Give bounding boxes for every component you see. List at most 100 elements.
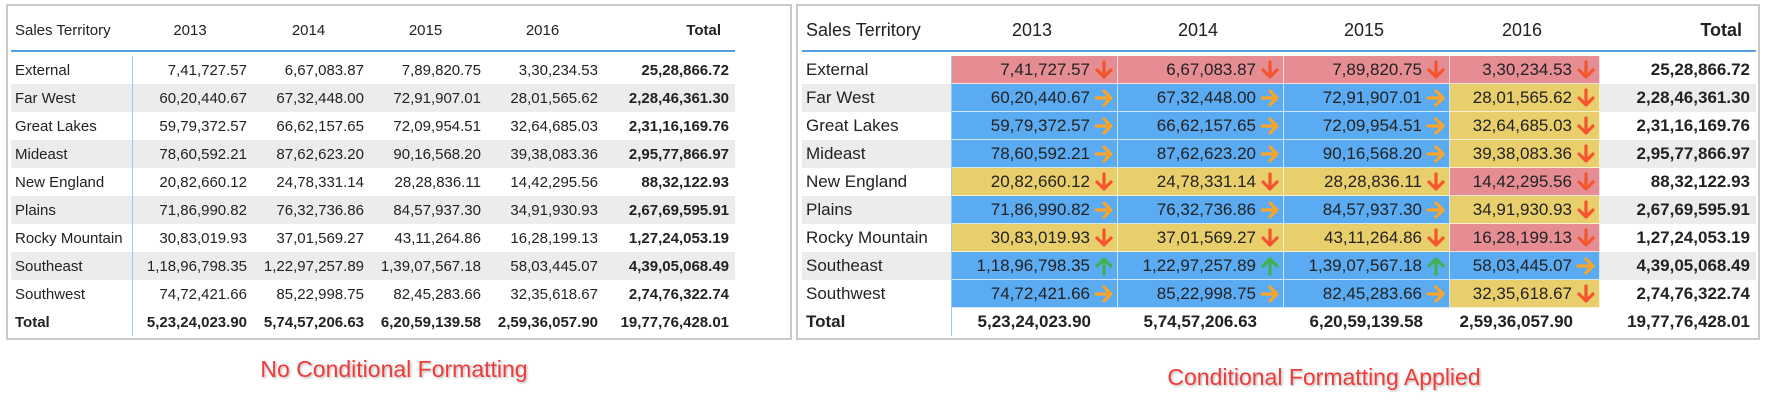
row-total: 25,28,866.72 bbox=[1600, 56, 1756, 84]
territory-label: External bbox=[802, 56, 952, 84]
value-text: 67,32,448.00 bbox=[1156, 87, 1256, 107]
trend-icon bbox=[1261, 256, 1279, 276]
value-text: 14,42,295.56 bbox=[1472, 171, 1572, 191]
trend-icon bbox=[1094, 284, 1113, 303]
value-cell: 14,42,295.56 bbox=[1450, 168, 1600, 196]
trend-icon bbox=[1260, 116, 1279, 135]
value-cell: 39,38,083.36 bbox=[1450, 140, 1600, 168]
value-cell: 24,78,331.14 bbox=[1118, 168, 1284, 196]
value-cell: 58,03,445.07 bbox=[487, 252, 604, 280]
value-text: 76,32,736.86 bbox=[1156, 199, 1256, 219]
matrix: Sales Territory 2013 2014 2015 2016 Total Exte… bbox=[802, 10, 1756, 336]
value-cell: 37,01,569.27 bbox=[1118, 224, 1284, 252]
value-text: 28,28,836.11 bbox=[394, 173, 481, 191]
header-row: Sales Territory 2013 2014 2015 2016 Total bbox=[11, 10, 735, 52]
value-text: 7,89,820.75 bbox=[1332, 59, 1422, 79]
row-total: 2,28,46,361.30 bbox=[604, 84, 735, 112]
value-text: 1,18,96,798.35 bbox=[146, 257, 247, 275]
trend-icon bbox=[1095, 59, 1113, 79]
trend-icon bbox=[1095, 171, 1113, 191]
value-text: 72,91,907.01 bbox=[1322, 87, 1422, 107]
trend-icon bbox=[1577, 143, 1595, 163]
data-row: Southwest 74,72,421.66 85,22,998.75 82,45,2… bbox=[11, 280, 735, 308]
territory-label: Southwest bbox=[802, 280, 952, 308]
row-total: 2,67,69,595.91 bbox=[1600, 196, 1756, 224]
value-text: 7,89,820.75 bbox=[401, 61, 481, 79]
column-header: 2014 bbox=[291, 21, 326, 39]
value-text: 6,67,083.87 bbox=[284, 61, 364, 79]
trend-icon bbox=[1577, 59, 1595, 79]
value-cell: 82,45,283.66 bbox=[1284, 280, 1450, 308]
value-text: 82,45,283.66 bbox=[393, 285, 481, 303]
value-cell: 28,01,565.62 bbox=[487, 84, 604, 112]
row-total: 2,74,76,322.74 bbox=[604, 280, 735, 308]
value-text: 1,39,07,567.18 bbox=[1308, 255, 1422, 275]
value-cell: 3,30,234.53 bbox=[487, 56, 604, 84]
value-cell: 14,42,295.56 bbox=[487, 168, 604, 196]
value-text: 67,32,448.00 bbox=[276, 89, 364, 107]
value-cell: 7,41,727.57 bbox=[952, 56, 1118, 84]
trend-icon bbox=[1577, 283, 1595, 303]
value-cell: 28,01,565.62 bbox=[1450, 84, 1600, 112]
value-text: 90,16,568.20 bbox=[1322, 143, 1422, 163]
value-text: 32,64,685.03 bbox=[510, 117, 598, 135]
column-header: Total bbox=[686, 21, 721, 39]
row-total: 4,39,05,068.49 bbox=[1600, 252, 1756, 280]
data-row: Mideast 78,60,592.21 87,62,623.20 90,16,568… bbox=[802, 140, 1756, 168]
trend-icon bbox=[1426, 88, 1445, 107]
row-total: 2,28,46,361.30 bbox=[1600, 84, 1756, 112]
caption: Conditional Formatting Applied bbox=[1167, 364, 1481, 390]
column-total: 5,74,57,206.63 bbox=[263, 313, 364, 331]
trend-icon bbox=[1426, 284, 1445, 303]
row-total: 2,95,77,866.97 bbox=[1600, 140, 1756, 168]
value-text: 39,38,083.36 bbox=[1472, 143, 1572, 163]
value-cell: 87,62,623.20 bbox=[1118, 140, 1284, 168]
value-text: 20,82,660.12 bbox=[159, 173, 247, 191]
value-cell: 32,64,685.03 bbox=[487, 112, 604, 140]
trend-icon bbox=[1577, 227, 1595, 247]
value-text: 20,82,660.12 bbox=[990, 171, 1090, 191]
value-cell: 1,22,97,257.89 bbox=[1118, 252, 1284, 280]
data-row: Rocky Mountain 30,83,019.93 37,01,569.27 43… bbox=[11, 224, 735, 252]
row-total: 2,31,16,169.76 bbox=[604, 112, 735, 140]
value-cell: 72,91,907.01 bbox=[1284, 84, 1450, 112]
value-cell: 20,82,660.12 bbox=[952, 168, 1118, 196]
value-text: 85,22,998.75 bbox=[276, 285, 364, 303]
value-cell: 90,16,568.20 bbox=[370, 140, 487, 168]
territory-label: Rocky Mountain bbox=[802, 224, 952, 252]
value-cell: 60,20,440.67 bbox=[952, 84, 1118, 112]
value-text: 32,35,618.67 bbox=[510, 285, 598, 303]
value-text: 37,01,569.27 bbox=[276, 229, 364, 247]
column-header: Total bbox=[1700, 19, 1742, 40]
value-cell: 7,89,820.75 bbox=[370, 56, 487, 84]
value-cell: 85,22,998.75 bbox=[253, 280, 370, 308]
row-total: 88,32,122.93 bbox=[1600, 168, 1756, 196]
value-cell: 6,67,083.87 bbox=[1118, 56, 1284, 84]
value-cell: 72,09,954.51 bbox=[1284, 112, 1450, 140]
value-text: 32,64,685.03 bbox=[1472, 115, 1572, 135]
territory-label: Far West bbox=[802, 84, 952, 112]
row-total: 2,95,77,866.97 bbox=[604, 140, 735, 168]
value-cell: 20,82,660.12 bbox=[133, 168, 253, 196]
trend-icon bbox=[1427, 227, 1445, 247]
value-cell: 71,86,990.82 bbox=[133, 196, 253, 224]
trend-icon bbox=[1576, 256, 1595, 275]
total-label: Total bbox=[11, 308, 133, 336]
data-row: Southwest 74,72,421.66 85,22,998.75 82,45,2… bbox=[802, 280, 1756, 308]
value-cell: 84,57,937.30 bbox=[1284, 196, 1450, 224]
value-text: 71,86,990.82 bbox=[990, 199, 1090, 219]
column-total: 5,23,24,023.90 bbox=[146, 313, 247, 331]
column-header: 2013 bbox=[173, 21, 207, 39]
value-cell: 24,78,331.14 bbox=[253, 168, 370, 196]
value-text: 58,03,445.07 bbox=[510, 257, 598, 275]
trend-icon bbox=[1095, 256, 1113, 276]
value-cell: 16,28,199.13 bbox=[487, 224, 604, 252]
trend-icon bbox=[1577, 115, 1595, 135]
value-cell: 87,62,623.20 bbox=[253, 140, 370, 168]
trend-icon bbox=[1426, 116, 1445, 135]
territory-label: Southeast bbox=[11, 252, 133, 280]
caption: No Conditional Formatting bbox=[260, 356, 528, 382]
trend-icon bbox=[1094, 116, 1113, 135]
value-text: 66,62,157.65 bbox=[276, 117, 364, 135]
